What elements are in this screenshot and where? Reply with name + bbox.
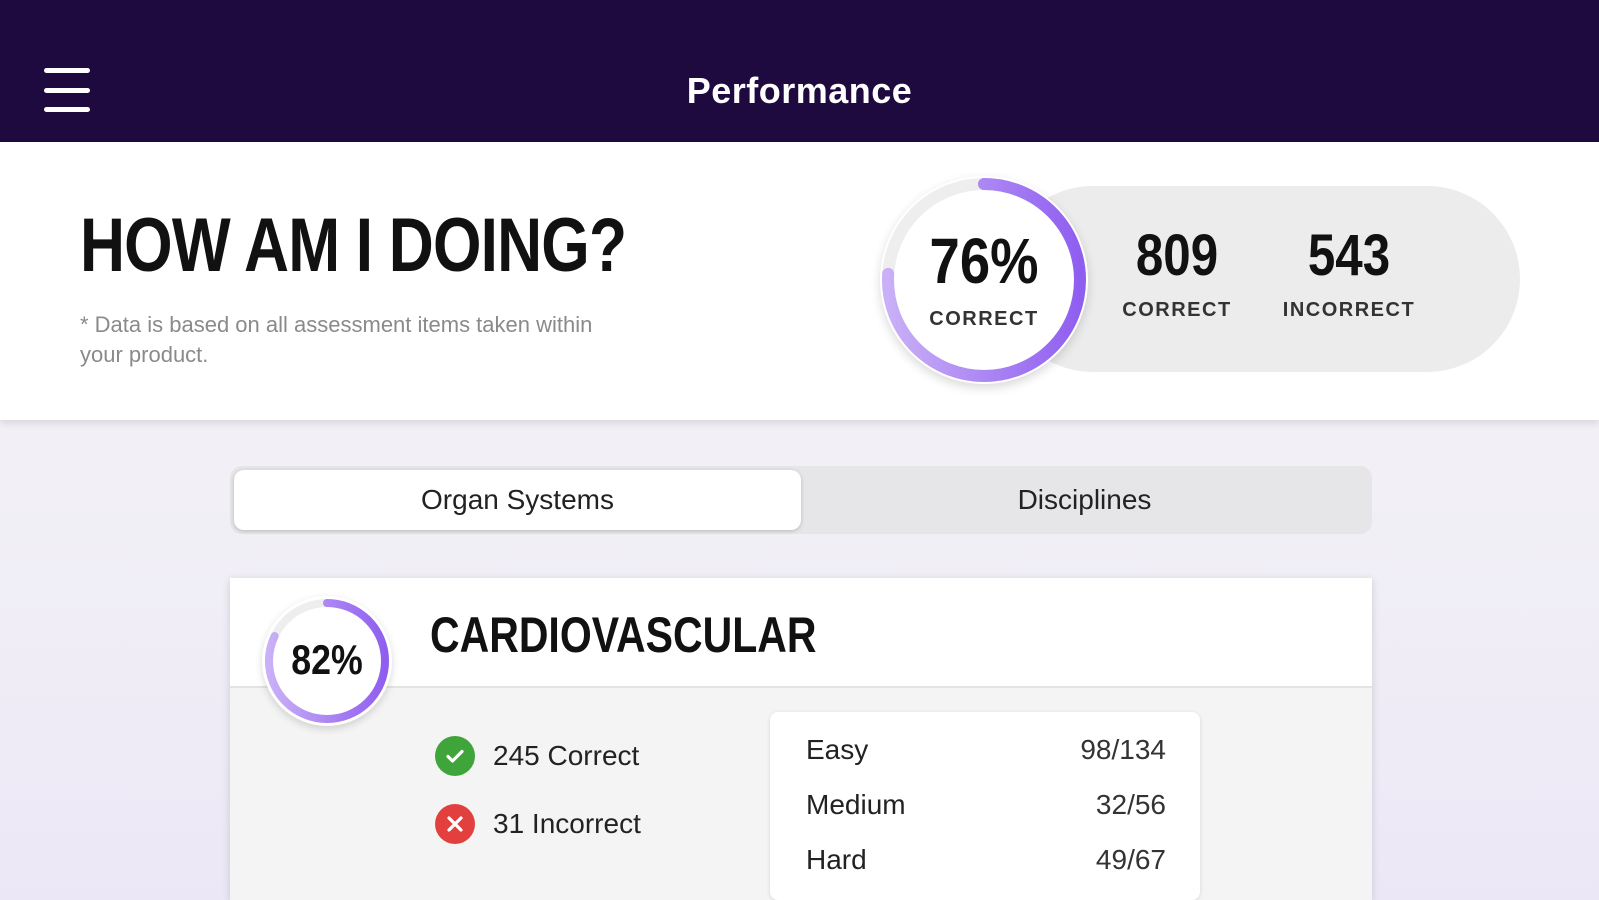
- card-progress-ring: 82%: [262, 596, 392, 726]
- correct-count: 809: [1135, 223, 1219, 288]
- incorrect-stat: 543 INCORRECT: [1264, 222, 1434, 322]
- incorrect-result-text: 31 Incorrect: [493, 808, 641, 839]
- card-ring-svg: [265, 599, 389, 723]
- incorrect-result: 31 Incorrect: [435, 804, 641, 844]
- correct-label: CORRECT: [1122, 299, 1232, 321]
- difficulty-score: 98/134: [1080, 734, 1166, 765]
- category-card[interactable]: CARDIOVASCULAR 82% 245 Correct 31 Incorr…: [230, 578, 1372, 900]
- card-title: CARDIOVASCULAR: [430, 607, 817, 663]
- correct-result-text: 245 Correct: [493, 740, 640, 771]
- data-note: * Data is based on all assessment items …: [80, 312, 593, 367]
- difficulty-level: Hard: [806, 844, 867, 875]
- difficulty-row-easy: Easy 98/134: [806, 734, 1166, 766]
- difficulty-level: Medium: [806, 789, 906, 820]
- check-circle-icon: [435, 736, 475, 776]
- card-percent: 82%: [291, 636, 363, 683]
- overall-percent-label: CORRECT: [929, 308, 1039, 330]
- difficulty-score: 49/67: [1095, 844, 1166, 875]
- difficulty-score: 32/56: [1095, 789, 1166, 820]
- menu-icon[interactable]: [44, 68, 92, 112]
- difficulty-row-medium: Medium 32/56: [806, 789, 1166, 821]
- difficulty-level: Easy: [806, 734, 869, 765]
- incorrect-count: 543: [1307, 223, 1391, 288]
- tab-disciplines[interactable]: Disciplines: [1017, 484, 1152, 515]
- summary-panel: HOW AM I DOING? * Data is based on all a…: [0, 142, 1599, 420]
- difficulty-breakdown: Easy 98/134 Medium 32/56 Hard 49/67: [770, 712, 1200, 900]
- x-circle-icon: [435, 804, 475, 844]
- incorrect-label: INCORRECT: [1282, 299, 1416, 321]
- ring-progress-arc: [265, 599, 389, 723]
- difficulty-row-hard: Hard 49/67: [806, 844, 1166, 876]
- overall-percent: 76%: [929, 225, 1039, 297]
- page-title: Performance: [686, 70, 913, 111]
- correct-result: 245 Correct: [435, 736, 639, 776]
- overall-progress-ring: 76% CORRECT: [880, 176, 1088, 384]
- correct-stat: 809 CORRECT: [1092, 222, 1262, 322]
- top-bar: Performance: [0, 0, 1599, 142]
- headline: HOW AM I DOING?: [80, 203, 627, 288]
- tab-organ-systems[interactable]: Organ Systems: [234, 470, 801, 530]
- category-tabs: Organ Systems Disciplines: [230, 466, 1372, 534]
- ring-progress-arc: [882, 178, 1086, 382]
- overall-ring-svg: [882, 178, 1086, 382]
- card-header: CARDIOVASCULAR: [230, 578, 1372, 688]
